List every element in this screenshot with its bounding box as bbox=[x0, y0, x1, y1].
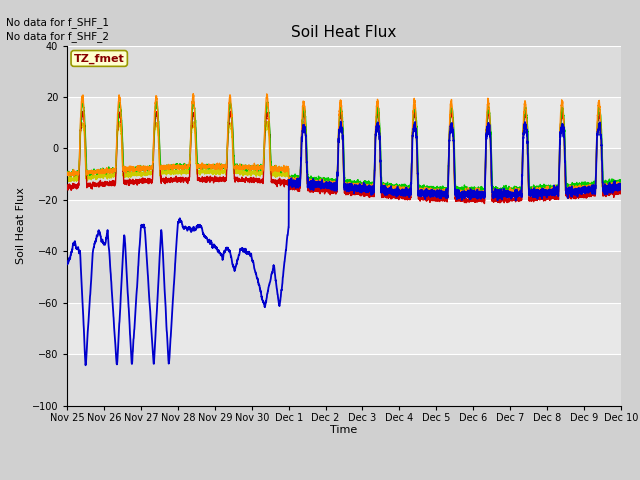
Bar bbox=[67, 303, 621, 354]
Bar bbox=[67, 252, 621, 303]
Bar bbox=[67, 148, 621, 200]
Bar bbox=[67, 354, 621, 406]
Title: Soil Heat Flux: Soil Heat Flux bbox=[291, 25, 397, 40]
Text: TZ_fmet: TZ_fmet bbox=[74, 53, 125, 63]
X-axis label: Time: Time bbox=[330, 425, 358, 435]
Bar bbox=[67, 200, 621, 252]
Y-axis label: Soil Heat Flux: Soil Heat Flux bbox=[16, 187, 26, 264]
Text: No data for f_SHF_2: No data for f_SHF_2 bbox=[6, 31, 109, 42]
Text: No data for f_SHF_1: No data for f_SHF_1 bbox=[6, 17, 109, 28]
Bar bbox=[67, 97, 621, 148]
Bar bbox=[67, 46, 621, 97]
